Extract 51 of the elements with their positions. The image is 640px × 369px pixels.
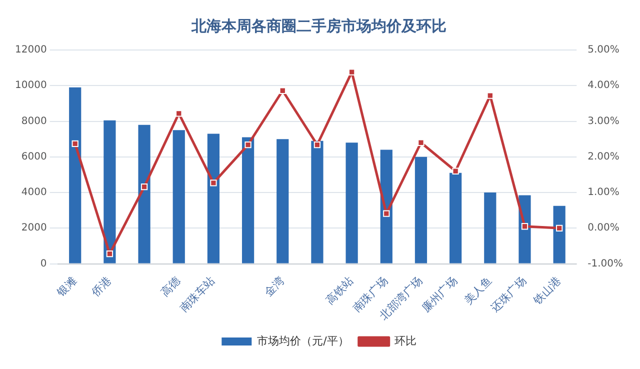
bar bbox=[414, 156, 428, 264]
bar bbox=[450, 172, 462, 264]
x-tick-label: 侨港 bbox=[89, 274, 114, 300]
point bbox=[72, 140, 78, 148]
point bbox=[279, 87, 286, 94]
point bbox=[383, 210, 390, 217]
x-tick-label: 铁山港 bbox=[530, 274, 564, 308]
y2-tick-label: 5.00% bbox=[588, 44, 620, 56]
y-tick-label: 2000 bbox=[21, 222, 47, 234]
point bbox=[486, 92, 494, 99]
point bbox=[556, 224, 563, 232]
x-tick-label: 金湾 bbox=[262, 274, 287, 300]
y2-tick-label: -1.00% bbox=[588, 258, 624, 270]
point bbox=[176, 110, 182, 117]
point bbox=[418, 139, 424, 146]
y-tick-label: 10000 bbox=[15, 80, 47, 92]
bar bbox=[242, 137, 254, 264]
y-tick-label: 12000 bbox=[15, 44, 47, 56]
y2-tick-label: 1.00% bbox=[588, 187, 620, 198]
bar bbox=[276, 139, 289, 264]
bar bbox=[346, 142, 358, 264]
bar bbox=[104, 120, 116, 264]
bar bbox=[553, 206, 566, 264]
bar bbox=[207, 134, 220, 264]
bar bbox=[484, 192, 496, 264]
point bbox=[244, 141, 252, 148]
y-tick-label: 6000 bbox=[21, 151, 47, 162]
x-tick-label: 高德 bbox=[158, 274, 184, 300]
x-tick-label: 银滩 bbox=[54, 274, 80, 300]
bar bbox=[380, 150, 392, 264]
point bbox=[314, 141, 321, 148]
y-tick-label: 0 bbox=[40, 258, 47, 270]
bar bbox=[69, 87, 82, 264]
chart-title: 北海本周各商圈二手房市场均价及环比 bbox=[190, 16, 446, 35]
y2-tick-label: 0.00% bbox=[588, 222, 620, 234]
y2-tick-label: 2.00% bbox=[588, 151, 620, 162]
point bbox=[521, 223, 528, 230]
y2-tick-label: 4.00% bbox=[588, 80, 620, 92]
y-tick-label: 8000 bbox=[21, 116, 47, 127]
bar bbox=[172, 130, 185, 264]
legend-label: 环比 bbox=[394, 334, 416, 348]
point bbox=[106, 250, 114, 258]
y2-tick-label: 3.00% bbox=[588, 116, 620, 127]
point bbox=[348, 68, 356, 76]
bar bbox=[311, 140, 324, 264]
y-tick-label: 4000 bbox=[21, 187, 47, 198]
point bbox=[452, 168, 459, 174]
point bbox=[210, 180, 217, 186]
legend-label: 市场均价（元/平） bbox=[257, 334, 349, 348]
point bbox=[140, 183, 148, 190]
bar bbox=[138, 124, 150, 264]
